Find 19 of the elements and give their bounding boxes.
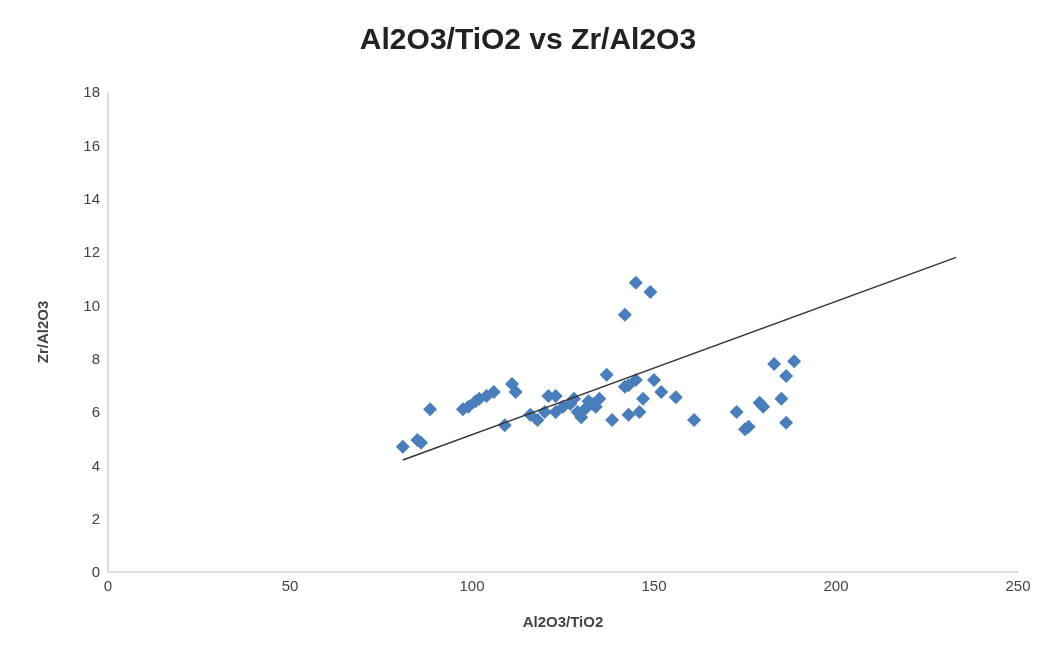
x-axis-title: Al2O3/TiO2: [522, 613, 604, 630]
x-tick-label: 0: [103, 576, 113, 594]
y-tick-label: 12: [83, 243, 100, 261]
x-tick-label: 150: [641, 576, 667, 594]
y-axis-title: Zr/Al2O3: [34, 300, 52, 364]
x-tick-label: 200: [823, 576, 849, 594]
y-tick-label: 14: [83, 189, 100, 207]
y-tick-label: 18: [83, 83, 100, 101]
y-tick-label: 4: [91, 456, 100, 474]
y-tick-label: 0: [91, 563, 100, 581]
x-tick-label: 250: [1005, 576, 1031, 594]
y-tick-label: 8: [91, 349, 100, 367]
x-tick-label: 50: [281, 576, 299, 594]
chart-title: Al2O3/TiO2 vs Zr/Al2O3: [358, 21, 698, 57]
y-tick-label: 16: [83, 136, 100, 154]
y-tick-label: 2: [91, 509, 100, 527]
x-tick-label: 100: [459, 576, 485, 594]
y-tick-label: 10: [83, 296, 100, 314]
y-tick-label: 6: [91, 403, 100, 421]
